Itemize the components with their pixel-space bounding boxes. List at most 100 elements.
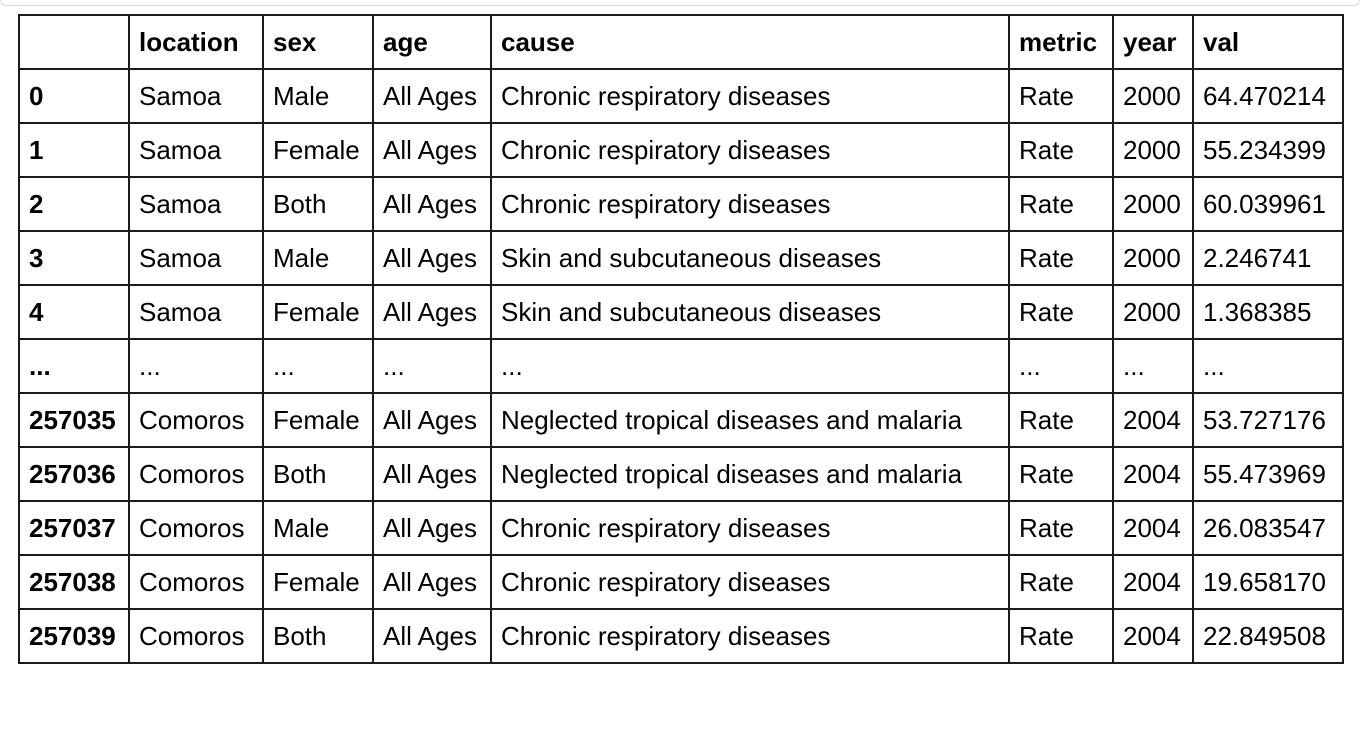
cell-val: 60.039961 (1192, 176, 1344, 232)
row-index: 4 (18, 284, 130, 340)
table-row: 257036 Comoros Both All Ages Neglected t… (18, 446, 1344, 502)
cell-sex: Female (262, 392, 374, 448)
cell-cause: Chronic respiratory diseases (490, 176, 1010, 232)
cell-metric: Rate (1008, 284, 1114, 340)
cell-age: All Ages (372, 68, 492, 124)
row-index: 0 (18, 68, 130, 124)
cell-sex: Female (262, 554, 374, 610)
cell-val: 22.849508 (1192, 608, 1344, 664)
column-header-age: age (372, 14, 492, 70)
cell-val: 1.368385 (1192, 284, 1344, 340)
cell-sex: Male (262, 230, 374, 286)
cell-metric: Rate (1008, 554, 1114, 610)
cell-sex: Both (262, 446, 374, 502)
cell-val: 55.234399 (1192, 122, 1344, 178)
table-row: 3 Samoa Male All Ages Skin and subcutane… (18, 230, 1344, 286)
cell-cause: Skin and subcutaneous diseases (490, 230, 1010, 286)
cell-cause: Skin and subcutaneous diseases (490, 284, 1010, 340)
cell-location: Comoros (128, 500, 264, 556)
table-row: 257038 Comoros Female All Ages Chronic r… (18, 554, 1344, 610)
dataframe-table: location sex age cause metric year val 0… (18, 14, 1344, 664)
column-header-val: val (1192, 14, 1344, 70)
cell-sex: Female (262, 284, 374, 340)
cell-location: Samoa (128, 176, 264, 232)
cell-location: Samoa (128, 122, 264, 178)
cell-age: All Ages (372, 500, 492, 556)
column-header-cause: cause (490, 14, 1010, 70)
table-header: location sex age cause metric year val (18, 14, 1344, 70)
cell-cause: Chronic respiratory diseases (490, 122, 1010, 178)
table-row: 257037 Comoros Male All Ages Chronic res… (18, 500, 1344, 556)
cell-location: Samoa (128, 68, 264, 124)
cell-year: 2004 (1112, 392, 1194, 448)
cell-year: 2004 (1112, 554, 1194, 610)
cell-metric: Rate (1008, 176, 1114, 232)
ellipsis-row: ... ... ... ... ... ... ... ... (18, 338, 1344, 394)
table-row: 4 Samoa Female All Ages Skin and subcuta… (18, 284, 1344, 340)
cell-age: All Ages (372, 392, 492, 448)
cell-year: 2000 (1112, 230, 1194, 286)
cell-year: 2000 (1112, 176, 1194, 232)
table-row: 1 Samoa Female All Ages Chronic respirat… (18, 122, 1344, 178)
column-header-location: location (128, 14, 264, 70)
cell-metric: Rate (1008, 122, 1114, 178)
cell-metric: ... (1008, 338, 1114, 394)
cell-metric: Rate (1008, 608, 1114, 664)
cell-val: ... (1192, 338, 1344, 394)
cell-metric: Rate (1008, 68, 1114, 124)
cell-cause: Chronic respiratory diseases (490, 500, 1010, 556)
cell-cause: Chronic respiratory diseases (490, 608, 1010, 664)
table-row: 257035 Comoros Female All Ages Neglected… (18, 392, 1344, 448)
cell-year: 2000 (1112, 284, 1194, 340)
index-header (18, 14, 130, 70)
cell-location: Samoa (128, 284, 264, 340)
column-header-year: year (1112, 14, 1194, 70)
cell-location: Samoa (128, 230, 264, 286)
cell-metric: Rate (1008, 230, 1114, 286)
cell-cause: Neglected tropical diseases and malaria (490, 446, 1010, 502)
cell-metric: Rate (1008, 392, 1114, 448)
header-row: location sex age cause metric year val (18, 14, 1344, 70)
cell-age: All Ages (372, 176, 492, 232)
row-index: 257037 (18, 500, 130, 556)
cell-year: 2004 (1112, 446, 1194, 502)
cell-cause: Chronic respiratory diseases (490, 68, 1010, 124)
cell-location: Comoros (128, 554, 264, 610)
column-header-sex: sex (262, 14, 374, 70)
cell-val: 55.473969 (1192, 446, 1344, 502)
cell-age: ... (372, 338, 492, 394)
cell-cause: Neglected tropical diseases and malaria (490, 392, 1010, 448)
cell-sex: Male (262, 500, 374, 556)
cell-sex: ... (262, 338, 374, 394)
cell-val: 19.658170 (1192, 554, 1344, 610)
cell-location: ... (128, 338, 264, 394)
row-index: 3 (18, 230, 130, 286)
cell-sex: Male (262, 68, 374, 124)
cell-year: 2000 (1112, 68, 1194, 124)
cell-age: All Ages (372, 284, 492, 340)
column-header-metric: metric (1008, 14, 1114, 70)
table-row: 257039 Comoros Both All Ages Chronic res… (18, 608, 1344, 664)
cell-val: 2.246741 (1192, 230, 1344, 286)
cell-year: 2000 (1112, 122, 1194, 178)
cell-age: All Ages (372, 230, 492, 286)
row-index: 1 (18, 122, 130, 178)
cell-location: Comoros (128, 446, 264, 502)
cell-metric: Rate (1008, 446, 1114, 502)
cell-location: Comoros (128, 392, 264, 448)
row-index: 257039 (18, 608, 130, 664)
cell-year: 2004 (1112, 500, 1194, 556)
cell-val: 53.727176 (1192, 392, 1344, 448)
cell-sex: Female (262, 122, 374, 178)
table-row: 0 Samoa Male All Ages Chronic respirator… (18, 68, 1344, 124)
output-cell-frame (0, 0, 1360, 6)
cell-age: All Ages (372, 554, 492, 610)
cell-location: Comoros (128, 608, 264, 664)
cell-age: All Ages (372, 608, 492, 664)
cell-cause: ... (490, 338, 1010, 394)
row-index: 257038 (18, 554, 130, 610)
row-index: 257035 (18, 392, 130, 448)
cell-sex: Both (262, 608, 374, 664)
row-index: ... (18, 338, 130, 394)
cell-metric: Rate (1008, 500, 1114, 556)
